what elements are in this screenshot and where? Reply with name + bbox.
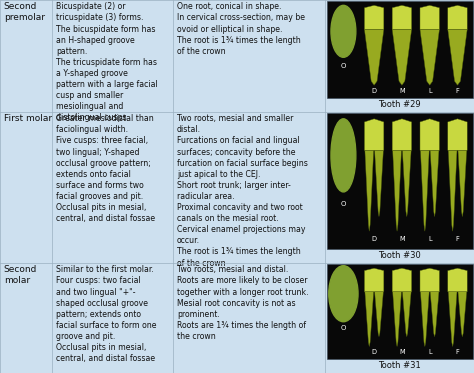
Text: D: D: [372, 349, 377, 355]
Text: D: D: [372, 88, 377, 94]
Text: M: M: [399, 236, 405, 242]
Polygon shape: [402, 150, 411, 217]
Text: M: M: [399, 88, 405, 94]
Text: One root, conical in shape.
In cervical cross-section, may be
ovoid or elliptica: One root, conical in shape. In cervical …: [177, 2, 305, 56]
Polygon shape: [448, 268, 467, 292]
Text: L: L: [428, 88, 431, 94]
Polygon shape: [448, 119, 467, 150]
Polygon shape: [365, 292, 374, 347]
Polygon shape: [420, 292, 429, 347]
Bar: [327, 264, 473, 359]
Polygon shape: [420, 119, 439, 150]
Polygon shape: [374, 292, 383, 337]
Polygon shape: [365, 150, 374, 231]
Polygon shape: [448, 292, 457, 347]
Polygon shape: [392, 119, 411, 150]
Bar: [327, 1, 473, 98]
Polygon shape: [392, 5, 411, 29]
Polygon shape: [448, 29, 467, 85]
Polygon shape: [448, 5, 467, 29]
Text: L: L: [428, 236, 431, 242]
Polygon shape: [458, 150, 467, 217]
Polygon shape: [365, 5, 384, 29]
Polygon shape: [365, 29, 384, 85]
Text: Second
molar: Second molar: [4, 265, 37, 285]
Ellipse shape: [331, 119, 356, 192]
Text: O: O: [341, 201, 346, 207]
Bar: [327, 113, 473, 249]
Ellipse shape: [329, 266, 358, 322]
Text: F: F: [456, 349, 459, 355]
Polygon shape: [420, 29, 439, 85]
Text: Two roots, mesial and distal.
Roots are more likely to be closer
together with a: Two roots, mesial and distal. Roots are …: [177, 265, 309, 341]
Polygon shape: [374, 150, 383, 217]
Text: D: D: [372, 236, 377, 242]
Polygon shape: [365, 268, 384, 292]
Polygon shape: [448, 150, 457, 231]
Ellipse shape: [331, 5, 356, 57]
Text: Two roots, mesial and smaller
distal.
Furcations on facial and lingual
surfaces;: Two roots, mesial and smaller distal. Fu…: [177, 114, 308, 267]
Polygon shape: [365, 119, 384, 150]
Text: Bicuspidate (2) or
tricuspidate (3) forms.
The bicuspidate form has
an H-shaped : Bicuspidate (2) or tricuspidate (3) form…: [56, 2, 158, 122]
Text: F: F: [456, 236, 459, 242]
Text: Greater mesiodistal than
faciolingual width.
Five cusps: three facial,
two lingu: Greater mesiodistal than faciolingual wi…: [56, 114, 155, 223]
Polygon shape: [430, 292, 439, 337]
Text: First molar: First molar: [4, 114, 52, 123]
Polygon shape: [420, 5, 439, 29]
Polygon shape: [420, 150, 429, 231]
Text: O: O: [341, 63, 346, 69]
Text: L: L: [428, 349, 431, 355]
Text: O: O: [341, 325, 346, 331]
Polygon shape: [402, 292, 411, 337]
Polygon shape: [458, 292, 467, 337]
Text: Second
premolar: Second premolar: [4, 2, 45, 22]
Polygon shape: [392, 150, 401, 231]
Text: M: M: [399, 349, 405, 355]
Text: Tooth #29: Tooth #29: [378, 100, 420, 109]
Text: Tooth #31: Tooth #31: [378, 361, 421, 370]
Text: F: F: [456, 88, 459, 94]
Polygon shape: [392, 268, 411, 292]
Text: Tooth #30: Tooth #30: [378, 251, 421, 260]
Polygon shape: [420, 268, 439, 292]
Polygon shape: [430, 150, 439, 217]
Polygon shape: [392, 29, 411, 85]
Text: Similar to the first molar.
Four cusps: two facial
and two lingual "+"-
shaped o: Similar to the first molar. Four cusps: …: [56, 265, 156, 363]
Polygon shape: [392, 292, 401, 347]
